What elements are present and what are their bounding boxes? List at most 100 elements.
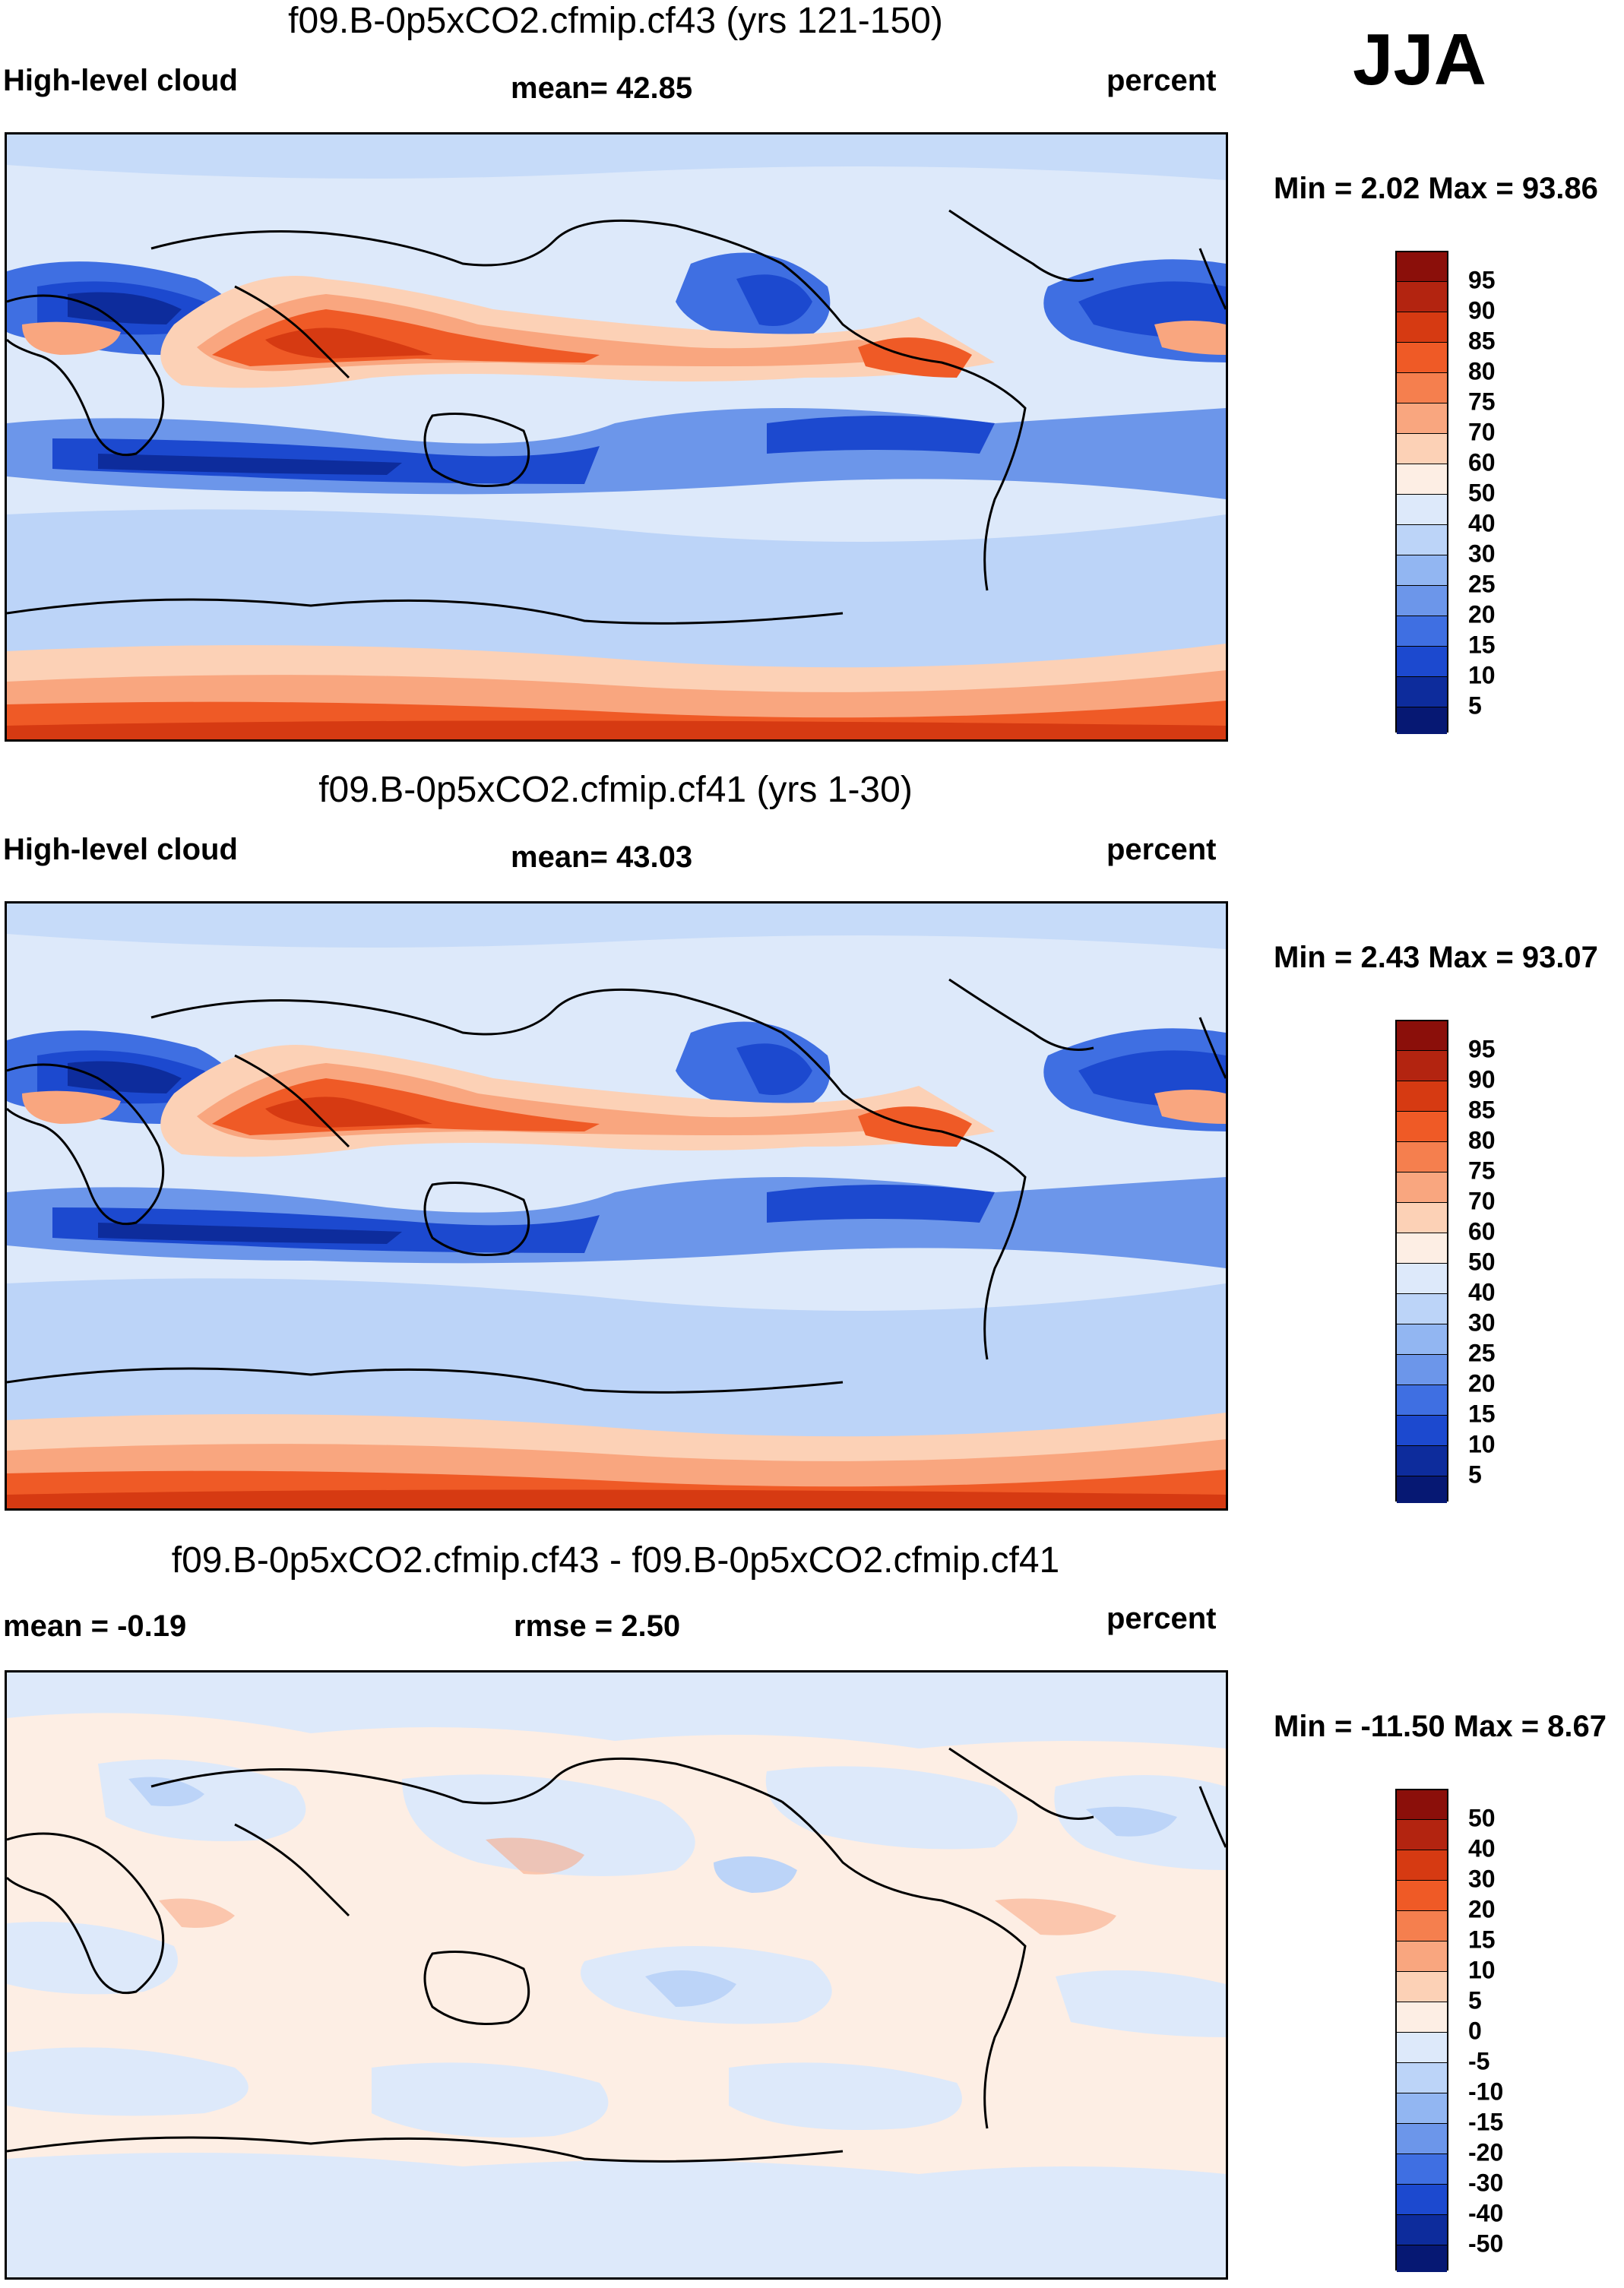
panel-3-tick: 15 [1468, 1926, 1496, 1954]
panel-3-tick: -50 [1468, 2229, 1504, 2258]
panel-2-tick: 5 [1468, 1460, 1482, 1489]
panel-1-colorbar [1395, 251, 1448, 734]
panel-1-map [5, 132, 1228, 742]
panel-2-tick: 60 [1468, 1217, 1496, 1245]
panel-2-tick: 95 [1468, 1035, 1496, 1063]
panel-3-colorbar-swatch [1397, 1790, 1447, 1820]
panel-3-colorbar-swatch [1397, 2245, 1447, 2272]
panel-1-colorbar-swatch [1397, 373, 1447, 403]
panel-1-colorbar-swatch [1397, 403, 1447, 434]
panel-2-colorbar-swatch [1397, 1081, 1447, 1112]
panel-2-colorbar-swatch [1397, 1112, 1447, 1142]
panel-1-tick: 40 [1468, 509, 1496, 537]
panel-2-tick: 70 [1468, 1187, 1496, 1215]
panel-3-tick: -30 [1468, 2169, 1504, 2197]
panel-2-colorbar-swatch [1397, 1142, 1447, 1172]
panel-3-colorbar-swatch [1397, 2033, 1447, 2063]
panel-2-colorbar-swatch [1397, 1446, 1447, 1476]
panel-1-colorbar-swatch [1397, 495, 1447, 525]
panel-3-colorbar-swatch [1397, 2063, 1447, 2093]
panel-2-colorbar [1395, 1020, 1448, 1503]
panel-2-colorbar-swatch [1397, 1294, 1447, 1324]
panel-1-colorbar-swatch [1397, 616, 1447, 647]
panel-3-colorbar-swatch [1397, 2124, 1447, 2154]
panel-2-tick: 85 [1468, 1096, 1496, 1124]
panel-3-tick: -20 [1468, 2138, 1504, 2166]
panel-2-tick: 15 [1468, 1400, 1496, 1428]
panel-1-tick: 75 [1468, 388, 1496, 416]
panel-2-colorbar-swatch [1397, 1355, 1447, 1385]
panel-2-colorbar-swatch [1397, 1051, 1447, 1081]
panel-3-colorbar-swatch [1397, 1941, 1447, 1972]
panel-3-colorbar-swatch [1397, 2002, 1447, 2033]
panel-1-colorbar-swatch [1397, 312, 1447, 343]
panel-2-colorbar-swatch [1397, 1021, 1447, 1051]
panel-3-colorbar-swatch [1397, 1911, 1447, 1941]
panel-3-tick: 40 [1468, 1834, 1496, 1862]
panel-3-colorbar-swatch [1397, 1850, 1447, 1881]
panel-2-colorbar-swatch [1397, 1264, 1447, 1294]
panel-3-colorbar-swatch [1397, 2215, 1447, 2245]
panel-1-tick: 20 [1468, 600, 1496, 628]
panel-3-tick: -40 [1468, 2199, 1504, 2227]
panel-2-tick: 40 [1468, 1278, 1496, 1306]
panel-3-colorbar-swatch [1397, 1881, 1447, 1911]
panel-3-tick: 50 [1468, 1804, 1496, 1832]
panel-1-left-label: High-level cloud [3, 64, 238, 97]
panel-1-tick: 80 [1468, 357, 1496, 385]
panel-1-minmax: Min = 2.02 Max = 93.86 [1274, 172, 1598, 205]
panel-2-tick: 50 [1468, 1248, 1496, 1276]
panel-3-center-label: rmse = 2.50 [514, 1609, 681, 1643]
panel-1-tick: 5 [1468, 691, 1482, 720]
panel-1-colorbar-swatch [1397, 677, 1447, 707]
panel-1-tick: 90 [1468, 296, 1496, 324]
panel-3-left-label: mean = -0.19 [3, 1609, 187, 1643]
panel-1-colorbar-swatch [1397, 707, 1447, 734]
panel-1-tick: 60 [1468, 448, 1496, 476]
season-label: JJA [1353, 19, 1487, 100]
panel-3-tick: 30 [1468, 1865, 1496, 1893]
panel-1-tick: 15 [1468, 631, 1496, 659]
panel-1-tick: 95 [1468, 266, 1496, 294]
panel-1-map-svg [7, 134, 1226, 739]
panel-2-tick: 80 [1468, 1126, 1496, 1154]
panel-3-minmax: Min = -11.50 Max = 8.67 [1274, 1710, 1607, 1743]
panel-2-colorbar-swatch [1397, 1233, 1447, 1264]
panel-2-title: f09.B-0p5xCO2.cfmip.cf41 (yrs 1-30) [318, 770, 913, 810]
panel-1-tick: 70 [1468, 418, 1496, 446]
panel-1-tick: 25 [1468, 570, 1496, 598]
panel-2-colorbar-swatch [1397, 1476, 1447, 1503]
panel-3-tick: -5 [1468, 2047, 1490, 2075]
panel-3-map-svg [7, 1672, 1226, 2277]
panel-3-right-label: percent [1106, 1602, 1217, 1635]
panel-3-colorbar-swatch [1397, 2154, 1447, 2185]
panel-1-tick: 50 [1468, 479, 1496, 507]
panel-2-left-label: High-level cloud [3, 833, 238, 866]
panel-2-center-label: mean= 43.03 [511, 840, 693, 874]
panel-3-tick: -15 [1468, 2108, 1504, 2136]
panel-1-tick: 30 [1468, 540, 1496, 568]
panel-1-tick: 10 [1468, 661, 1496, 689]
panel-3-tick: 20 [1468, 1895, 1496, 1923]
panel-1-colorbar-swatch [1397, 555, 1447, 586]
panel-2-tick: 25 [1468, 1339, 1496, 1367]
panel-2-colorbar-swatch [1397, 1324, 1447, 1355]
panel-1-colorbar-swatch [1397, 434, 1447, 464]
panel-3-tick: 10 [1468, 1956, 1496, 1984]
panel-3-map [5, 1670, 1228, 2280]
panel-1-colorbar-swatch [1397, 586, 1447, 616]
panel-3-tick: 0 [1468, 2017, 1482, 2045]
panel-1-title: f09.B-0p5xCO2.cfmip.cf43 (yrs 121-150) [288, 1, 943, 41]
panel-1-center-label: mean= 42.85 [511, 71, 693, 105]
panel-1-right-label: percent [1106, 64, 1217, 97]
panel-2-tick: 10 [1468, 1430, 1496, 1458]
panel-1-colorbar-swatch [1397, 343, 1447, 373]
panel-3-colorbar-swatch [1397, 1820, 1447, 1850]
panel-2-tick: 30 [1468, 1309, 1496, 1337]
panel-2-map-svg [7, 903, 1226, 1508]
panel-1-colorbar-swatch [1397, 282, 1447, 312]
panel-3-tick: -10 [1468, 2078, 1504, 2106]
panel-2-colorbar-swatch [1397, 1416, 1447, 1446]
panel-1-colorbar-swatch [1397, 525, 1447, 555]
panel-1-colorbar-swatch [1397, 647, 1447, 677]
